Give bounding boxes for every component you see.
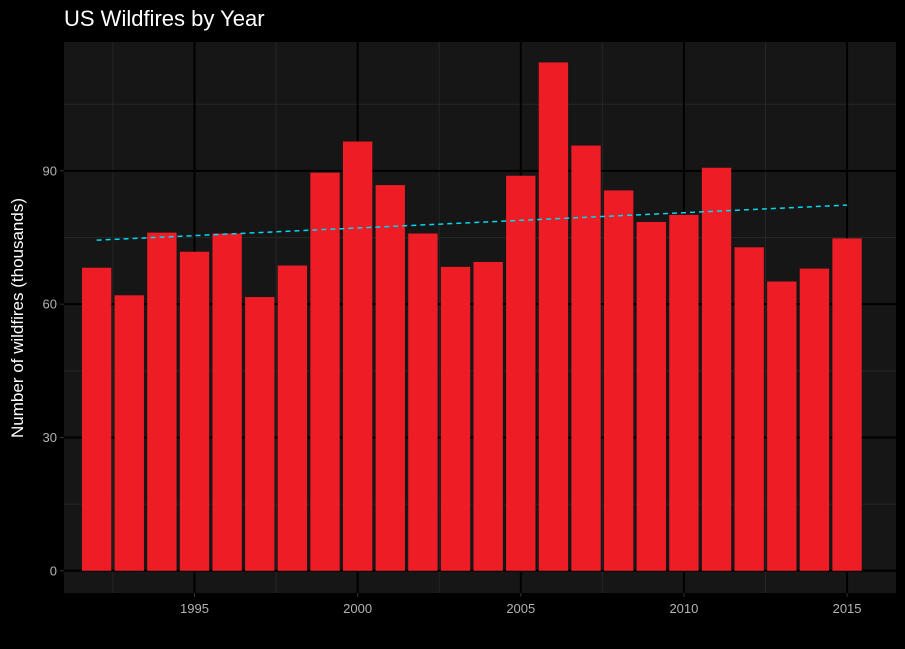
bar-2012: [734, 247, 764, 571]
bar-2001: [375, 185, 405, 571]
bar-2005: [506, 175, 536, 571]
bar-1999: [310, 172, 340, 571]
bar-2007: [571, 145, 601, 571]
y-tick-label: 0: [50, 563, 57, 578]
bar-1998: [277, 265, 308, 571]
y-axis: 0 30 60 90: [43, 163, 64, 578]
x-tick-label: 2000: [343, 601, 372, 616]
bar-2006: [538, 62, 569, 571]
y-axis-label: Number of wildfires (thousands): [8, 198, 27, 438]
x-tick-label: 2015: [833, 601, 862, 616]
bar-1996: [212, 233, 242, 571]
bar-2009: [636, 221, 666, 571]
bar-2015: [832, 238, 862, 571]
chart-title: US Wildfires by Year: [64, 6, 265, 31]
bar-2000: [342, 141, 373, 571]
x-tick-label: 1995: [180, 601, 209, 616]
x-tick-label: 2005: [506, 601, 535, 616]
bar-2008: [603, 190, 634, 571]
x-axis: 1995 2000 2005 2010 2015: [180, 593, 862, 616]
bar-2002: [408, 233, 438, 571]
bar-2004: [473, 261, 503, 571]
y-tick-label: 60: [43, 297, 57, 312]
bar-1995: [179, 251, 210, 571]
y-tick-label: 30: [43, 430, 57, 445]
bar-2013: [767, 281, 797, 571]
bar-2010: [669, 214, 699, 571]
bar-2014: [799, 268, 830, 571]
x-tick-label: 2010: [669, 601, 698, 616]
bar-2003: [440, 266, 471, 571]
bar-2011: [701, 167, 732, 571]
bars: [81, 62, 862, 571]
y-tick-label: 90: [43, 163, 57, 178]
bar-1997: [245, 297, 275, 571]
bar-1992: [81, 267, 112, 571]
bar-1994: [147, 232, 177, 571]
bar-1993: [114, 295, 144, 571]
